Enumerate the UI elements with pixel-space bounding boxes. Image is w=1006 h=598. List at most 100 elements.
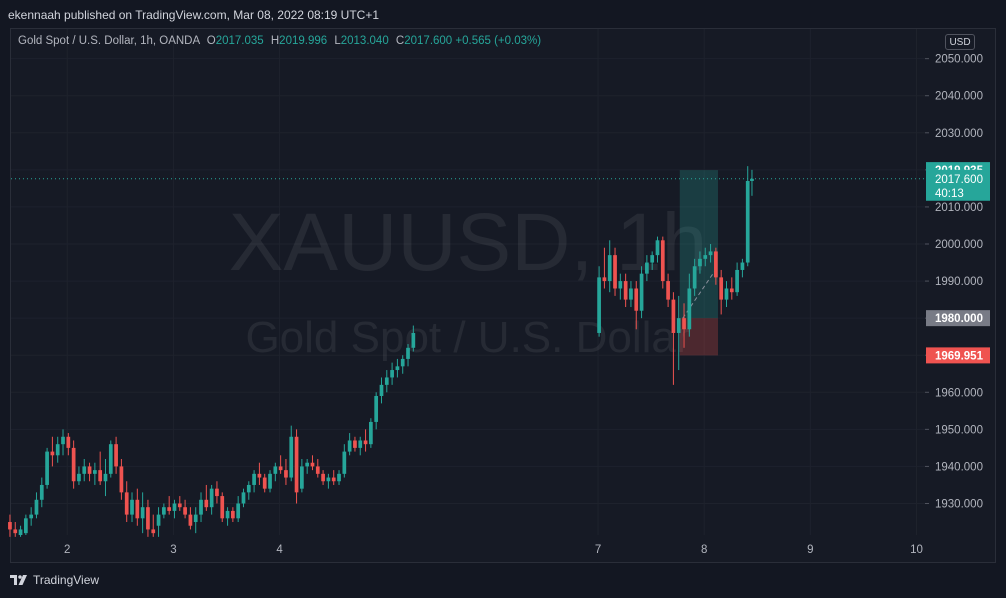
legend-low-value: 2013.040 xyxy=(340,35,389,47)
publisher-bar: ekennaah published on TradingView.com, M… xyxy=(0,0,1006,28)
y-tick-label: 2030.000 xyxy=(935,128,983,140)
y-tick-label: 2050.000 xyxy=(935,54,983,66)
candle-body xyxy=(225,510,230,519)
candle-body xyxy=(87,466,92,474)
x-tick-label: 9 xyxy=(807,544,813,556)
candle-body xyxy=(151,529,156,534)
publisher-text: ekennaah published on TradingView.com, M… xyxy=(8,8,380,22)
watermark-name: Gold Spot / U.S. Dollar xyxy=(245,313,690,362)
candle-body xyxy=(321,473,325,482)
candle-body xyxy=(130,499,134,515)
x-tick-label: 8 xyxy=(701,544,707,556)
candle-body xyxy=(400,358,405,367)
stop-price-tag xyxy=(926,347,990,364)
candle-body xyxy=(650,255,655,263)
candle-body xyxy=(666,281,670,300)
candle-body xyxy=(29,514,34,519)
candle-body xyxy=(374,395,379,422)
candle-body xyxy=(257,473,262,478)
candle-body xyxy=(268,473,272,489)
y-tick-label: 1930.000 xyxy=(935,498,983,510)
candle-body xyxy=(337,473,341,482)
candle-body xyxy=(66,436,71,448)
y-tick-label: 1940.000 xyxy=(935,461,983,473)
y-tick-label: 2040.000 xyxy=(935,91,983,103)
candle-body xyxy=(750,178,754,181)
currency-badge[interactable]: USD xyxy=(945,34,975,50)
candle-body xyxy=(305,462,310,467)
candle-body xyxy=(395,366,400,371)
candle-body xyxy=(310,462,315,467)
candle-body xyxy=(294,436,299,493)
candle-body xyxy=(77,473,81,482)
watermark-symbol: XAUUSD, 1h xyxy=(229,197,708,288)
candle-body xyxy=(342,451,347,474)
candle-body xyxy=(24,518,28,534)
candle-body xyxy=(724,288,729,300)
candle-body xyxy=(177,503,182,508)
candle-body xyxy=(708,251,713,256)
candle-body xyxy=(698,258,702,267)
legend-title: Gold Spot / U.S. Dollar, 1h, OANDA xyxy=(18,35,200,47)
candle-body xyxy=(363,440,368,445)
candle-body xyxy=(199,499,203,515)
candle-body xyxy=(236,503,241,519)
candle-body xyxy=(645,262,649,274)
y-tick-label: 1990.000 xyxy=(935,276,983,288)
candle-body xyxy=(246,484,251,493)
candle-body xyxy=(13,529,18,534)
candle-body xyxy=(146,507,150,530)
candle-body xyxy=(634,288,639,311)
candle-body xyxy=(284,470,288,478)
candle-body xyxy=(103,473,108,482)
candle-body xyxy=(8,522,12,530)
candle-body xyxy=(358,440,363,448)
y-tick-label: 1950.000 xyxy=(935,424,983,436)
candle-body xyxy=(252,473,256,485)
candle-body xyxy=(390,370,394,378)
symbol-legend: Gold Spot / U.S. Dollar, 1h, OANDA O2017… xyxy=(18,35,541,47)
candle-body xyxy=(55,444,60,456)
candle-body xyxy=(682,318,686,330)
candle-body xyxy=(379,384,384,396)
candle-body xyxy=(209,488,214,508)
candle-body xyxy=(618,281,623,289)
tradingview-brand-label: TradingView xyxy=(33,573,100,587)
candle-body xyxy=(50,451,55,456)
last-price-tag xyxy=(926,169,990,201)
entry-price-tag xyxy=(926,310,990,327)
candle-body xyxy=(629,288,633,300)
candle-body xyxy=(45,451,49,485)
x-tick-label: 10 xyxy=(910,544,923,556)
candle-body xyxy=(331,477,336,482)
legend-close-label: C xyxy=(395,35,405,47)
x-tick-label: 7 xyxy=(595,544,601,556)
candle-body xyxy=(93,470,97,474)
candle-body xyxy=(735,269,739,293)
chart-frame[interactable] xyxy=(10,28,996,563)
candle-body xyxy=(98,470,103,482)
candle-body xyxy=(602,277,607,282)
tradingview-logo-icon xyxy=(10,575,27,585)
candle-body xyxy=(411,332,416,348)
candle-body xyxy=(167,507,172,511)
bar-countdown-label: 40:13 xyxy=(935,188,964,200)
candle-body xyxy=(231,510,235,519)
y-tick-label: 2010.000 xyxy=(935,202,983,214)
x-tick-label: 2 xyxy=(64,544,70,556)
x-tick-label: 4 xyxy=(276,544,283,556)
candle-body xyxy=(369,421,373,445)
candle-body xyxy=(406,347,410,359)
tradingview-brand[interactable]: TradingView xyxy=(10,573,99,587)
candle-body xyxy=(71,447,76,482)
candle-body xyxy=(18,529,23,535)
candle-body xyxy=(193,514,198,523)
legend-high-value: 2019.996 xyxy=(279,35,328,47)
footer xyxy=(0,563,1006,598)
candle-body xyxy=(384,377,389,385)
legend-open-value: 2017.035 xyxy=(215,35,264,47)
stop-price-label: 1969.951 xyxy=(935,350,984,362)
candle-body xyxy=(300,466,304,489)
candle-body xyxy=(156,514,161,526)
